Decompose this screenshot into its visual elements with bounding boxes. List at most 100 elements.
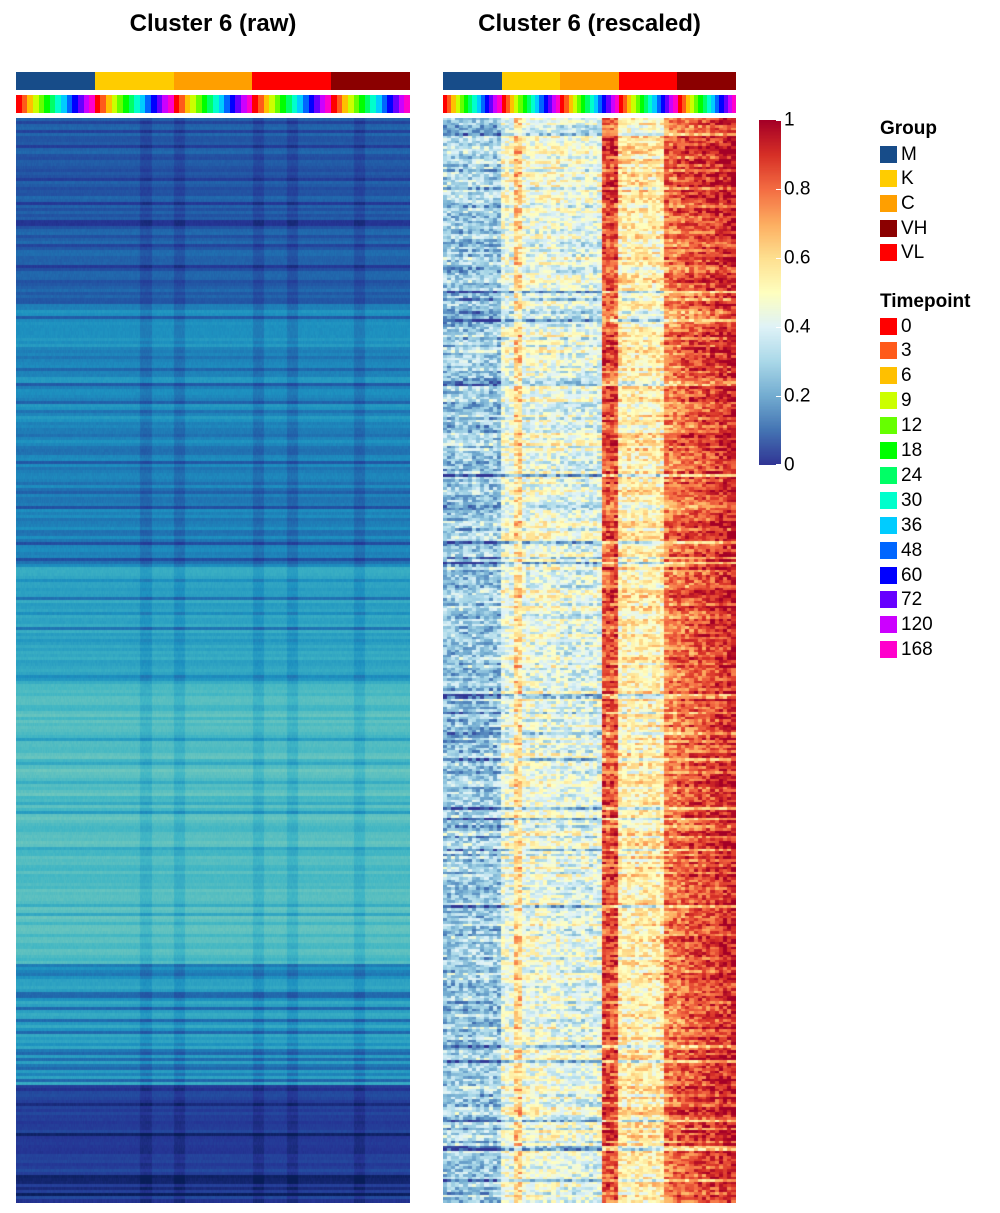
timepoint-bar-cell bbox=[364, 95, 371, 113]
heatmap-rescaled bbox=[443, 118, 736, 1203]
timepoint-bar-cell bbox=[134, 95, 140, 113]
group-legend-swatch bbox=[880, 194, 897, 212]
timepoint-legend-label: 24 bbox=[901, 464, 923, 486]
timepoint-bar-cell bbox=[224, 95, 230, 113]
heatmap-panel-raw bbox=[16, 72, 410, 1203]
timepoint-bar-cell bbox=[568, 95, 573, 113]
colorbar-tick-mark bbox=[776, 327, 781, 328]
timepoint-bar-cell bbox=[151, 95, 157, 113]
timepoint-bar-cell bbox=[455, 95, 460, 113]
timepoint-bar-cell bbox=[468, 95, 473, 113]
timepoint-bar-cell bbox=[623, 95, 628, 113]
group-bar-segment-2 bbox=[560, 72, 619, 90]
timepoint-bar-cell bbox=[370, 95, 376, 113]
timepoint-legend-label: 3 bbox=[901, 340, 912, 362]
timepoint-bar-cell bbox=[476, 95, 481, 113]
timepoint-legend-swatch bbox=[880, 591, 897, 609]
timepoint-bar-cell bbox=[263, 95, 270, 113]
timepoint-bar-cell bbox=[347, 95, 354, 113]
timepoint-bar-cell bbox=[325, 95, 331, 113]
timepoint-bar-cell bbox=[342, 95, 348, 113]
group-legend-item: K bbox=[880, 169, 914, 189]
group-legend-label: VH bbox=[901, 217, 928, 239]
timepoint-bar-cell bbox=[526, 95, 531, 113]
timepoint-bar-cell bbox=[577, 95, 582, 113]
timepoint-bar-cell bbox=[246, 95, 253, 113]
legend-group-title: Group bbox=[880, 118, 937, 139]
timepoint-bar-cell bbox=[66, 95, 73, 113]
timepoint-bar-cell bbox=[117, 95, 123, 113]
timepoint-bar-cell bbox=[719, 95, 724, 113]
colorbar-tick-mark bbox=[776, 464, 781, 465]
timepoint-bar-cell bbox=[94, 95, 101, 113]
group-annotation-bar-raw bbox=[16, 72, 410, 90]
timepoint-bar-cell bbox=[681, 95, 686, 113]
timepoint-bar-cell bbox=[173, 95, 180, 113]
timepoint-legend-item: 12 bbox=[880, 416, 922, 436]
timepoint-bar-cell bbox=[308, 95, 315, 113]
timepoint-bar-cell bbox=[560, 95, 565, 113]
timepoint-bar-cell bbox=[585, 95, 590, 113]
timepoint-bar-cell bbox=[241, 95, 247, 113]
timepoint-legend-label: 36 bbox=[901, 514, 923, 536]
timepoint-bar-cell bbox=[518, 95, 523, 113]
timepoint-bar-cell bbox=[162, 95, 168, 113]
timepoint-bar-cell bbox=[639, 95, 644, 113]
timepoint-bar-cell bbox=[589, 95, 594, 113]
timepoint-bar-cell bbox=[581, 95, 586, 113]
timepoint-bar-cell bbox=[128, 95, 135, 113]
group-annotation-bar-rescaled bbox=[443, 72, 736, 90]
timepoint-bar-cell bbox=[179, 95, 185, 113]
heatmap-raw bbox=[16, 118, 410, 1203]
group-legend-swatch bbox=[880, 170, 897, 188]
timepoint-bar-cell bbox=[207, 95, 213, 113]
legend-timepoint-title: Timepoint bbox=[880, 291, 971, 312]
group-bar-segment-1 bbox=[94, 72, 174, 90]
timepoint-legend-item: 6 bbox=[880, 366, 912, 386]
group-legend-label: VL bbox=[901, 242, 925, 264]
timepoint-legend-swatch bbox=[880, 442, 897, 459]
timepoint-bar-cell bbox=[111, 95, 118, 113]
timepoint-bar-cell bbox=[618, 95, 624, 113]
colorbar-tick-label: 1 bbox=[784, 109, 795, 131]
timepoint-legend-label: 9 bbox=[901, 390, 912, 412]
timepoint-bar-cell bbox=[269, 95, 275, 113]
timepoint-bar-cell bbox=[451, 95, 456, 113]
colorbar-tick-label: 0 bbox=[784, 454, 795, 476]
timepoint-bar-cell bbox=[100, 95, 106, 113]
timepoint-legend-item: 3 bbox=[880, 341, 912, 361]
timepoint-bar-cell bbox=[122, 95, 129, 113]
group-bar-segment-4 bbox=[331, 72, 410, 90]
group-bar-segment-2 bbox=[173, 72, 253, 90]
timepoint-bar-cell bbox=[447, 95, 452, 113]
timepoint-legend-swatch bbox=[880, 566, 897, 584]
timepoint-bar-cell bbox=[593, 95, 598, 113]
colorbar-tick-mark bbox=[776, 120, 781, 121]
group-bar-segment-3 bbox=[252, 72, 332, 90]
colorbar-tick-mark bbox=[776, 396, 781, 397]
timepoint-bar-cell bbox=[635, 95, 640, 113]
timepoint-legend-swatch bbox=[880, 317, 897, 335]
timepoint-legend-label: 12 bbox=[901, 415, 923, 437]
timepoint-bar-cell bbox=[443, 95, 448, 113]
timepoint-bar-cell bbox=[252, 95, 258, 113]
timepoint-legend-label: 6 bbox=[901, 365, 912, 387]
timepoint-legend-swatch bbox=[880, 641, 897, 659]
timepoint-bar-cell bbox=[669, 95, 674, 113]
timepoint-bar-cell bbox=[83, 95, 90, 113]
timepoint-legend-item: 24 bbox=[880, 465, 922, 485]
group-legend-item: M bbox=[880, 144, 917, 164]
timepoint-bar-cell bbox=[723, 95, 728, 113]
timepoint-bar-cell bbox=[336, 95, 343, 113]
timepoint-bar-cell bbox=[280, 95, 286, 113]
timepoint-legend-swatch bbox=[880, 491, 897, 509]
timepoint-legend-swatch bbox=[880, 417, 897, 435]
timepoint-bar-cell bbox=[652, 95, 657, 113]
timepoint-bar-cell bbox=[539, 95, 544, 113]
timepoint-bar-cell bbox=[547, 95, 552, 113]
timepoint-legend-label: 72 bbox=[901, 589, 923, 611]
timepoint-bar-cell bbox=[493, 95, 498, 113]
timepoint-bar-cell bbox=[610, 95, 615, 113]
group-legend-swatch bbox=[880, 244, 897, 262]
timepoint-bar-cell bbox=[459, 95, 464, 113]
